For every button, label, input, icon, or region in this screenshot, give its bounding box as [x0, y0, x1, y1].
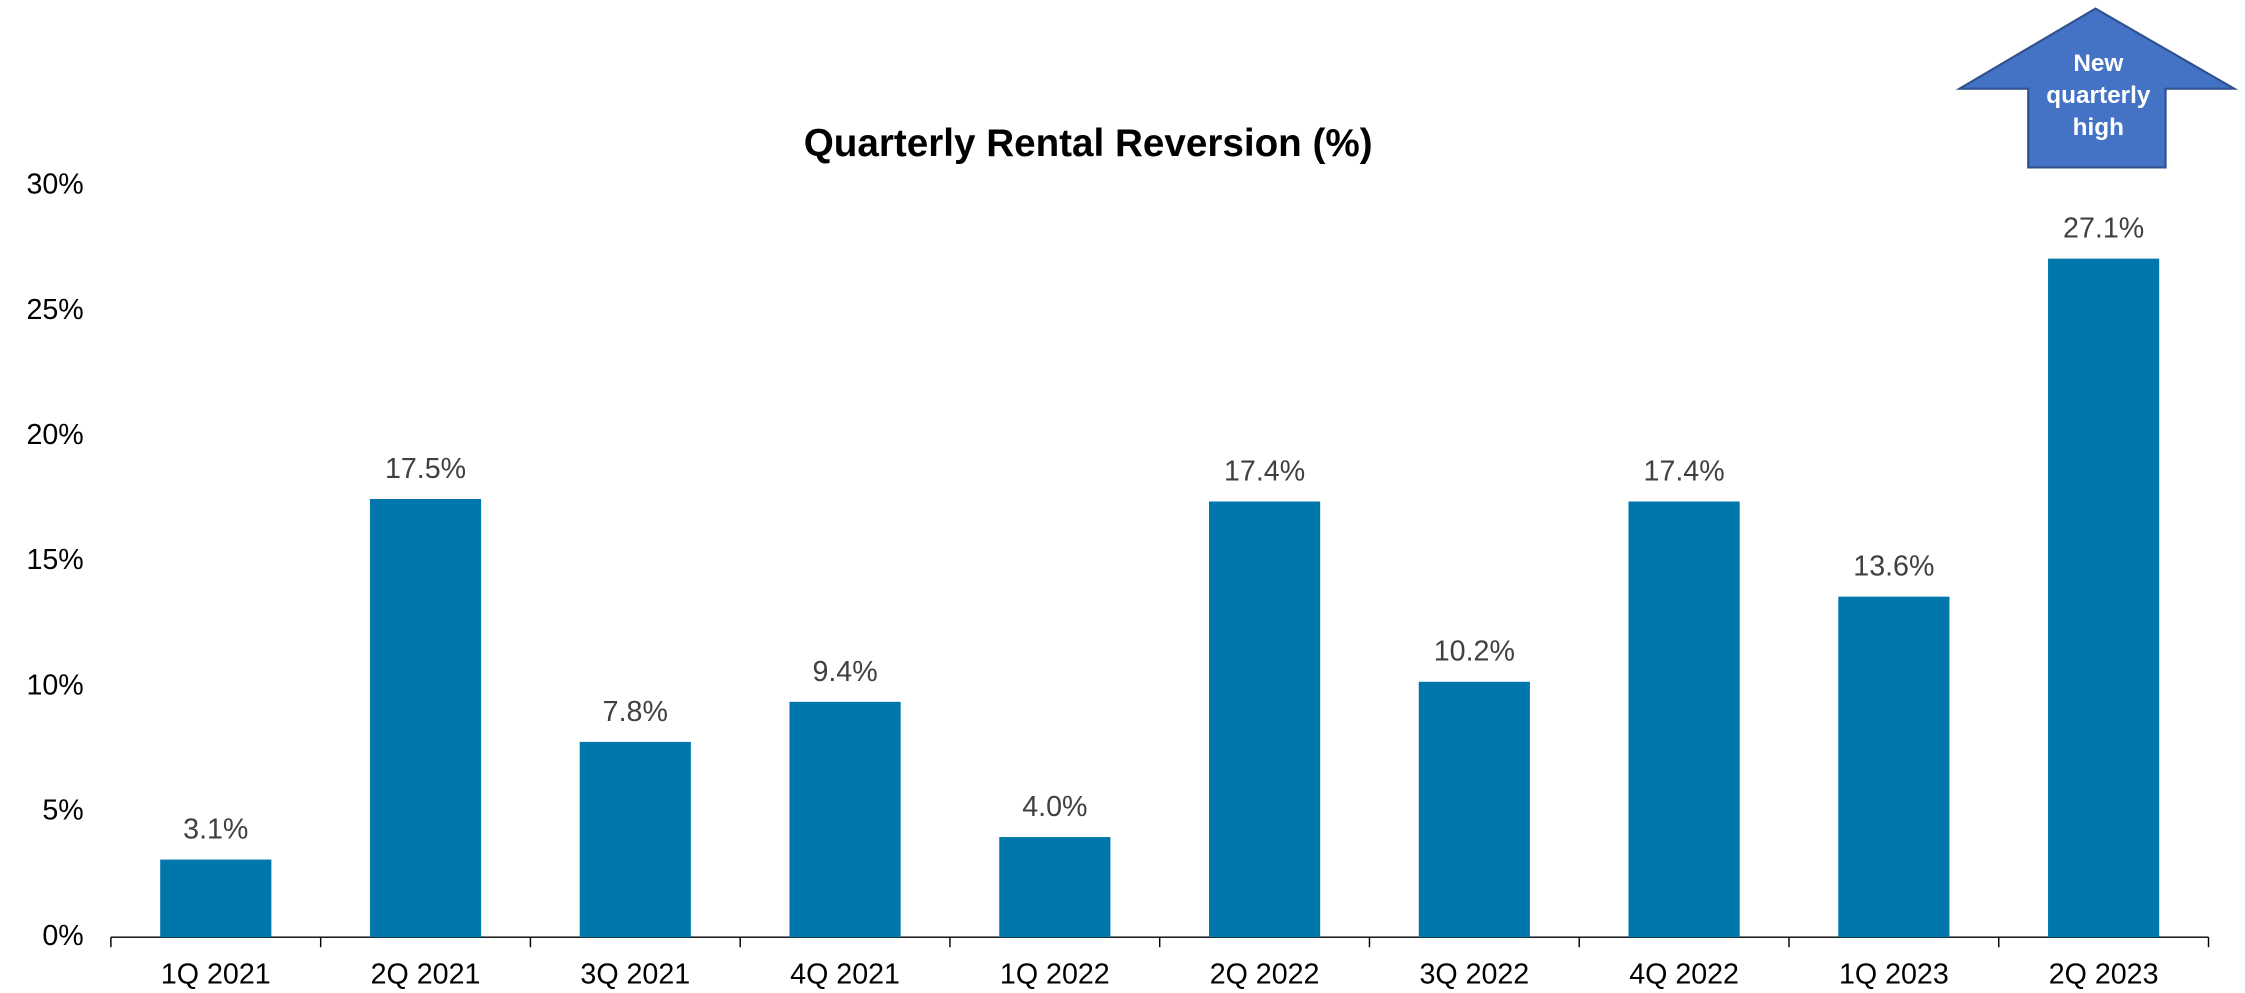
value-label: 13.6%: [1853, 551, 1934, 583]
y-tick-label: 30%: [26, 169, 83, 201]
value-label: 7.8%: [603, 696, 668, 728]
bar: [160, 859, 272, 938]
annotation: New quarterly high: [2046, 50, 2151, 141]
x-tick-label: 1Q 2021: [161, 958, 271, 990]
y-tick-label: 15%: [26, 544, 83, 576]
x-tick-label: 2Q 2022: [1210, 958, 1320, 990]
y-tick-label: 20%: [26, 419, 83, 451]
bar: [1418, 681, 1530, 938]
bar: [579, 741, 691, 938]
x-tick-label: 4Q 2021: [790, 958, 900, 990]
bar: [1208, 501, 1321, 938]
y-tick-label: 25%: [26, 294, 83, 326]
x-tick-label: 2Q 2021: [371, 958, 481, 990]
bar: [789, 701, 901, 938]
bar: [1628, 501, 1740, 938]
x-tick-label: 3Q 2021: [580, 958, 690, 990]
x-tick-label: 1Q 2022: [1000, 958, 1110, 990]
y-tick-label: 10%: [26, 669, 83, 701]
value-label: 17.4%: [1644, 455, 1725, 487]
annotation-text: New: [2073, 50, 2123, 77]
x-tick-label: 3Q 2022: [1419, 958, 1529, 990]
annotation-arrow: [1955, 7, 2239, 169]
annotation-text: quarterly: [2046, 82, 2151, 109]
value-label: 10.2%: [1434, 636, 1515, 668]
value-label: 27.1%: [2063, 213, 2144, 245]
y-tick-label: 5%: [42, 795, 83, 827]
x-tick-label: 2Q 2023: [2049, 958, 2159, 990]
bar: [2048, 258, 2160, 938]
annotation-text: high: [2073, 114, 2124, 141]
bar: [999, 837, 1111, 938]
bar: [1838, 596, 1950, 938]
value-label: 3.1%: [183, 814, 248, 846]
value-label: 17.4%: [1224, 455, 1305, 487]
value-label: 9.4%: [812, 656, 877, 688]
x-tick-label: 1Q 2023: [1839, 958, 1949, 990]
value-label: 17.5%: [385, 453, 466, 485]
chart-title: Quarterly Rental Reversion (%): [804, 122, 1373, 165]
value-label: 4.0%: [1022, 791, 1087, 823]
x-tick-label: 4Q 2022: [1629, 958, 1739, 990]
y-tick-label: 0%: [42, 920, 83, 952]
bar: [369, 499, 482, 938]
